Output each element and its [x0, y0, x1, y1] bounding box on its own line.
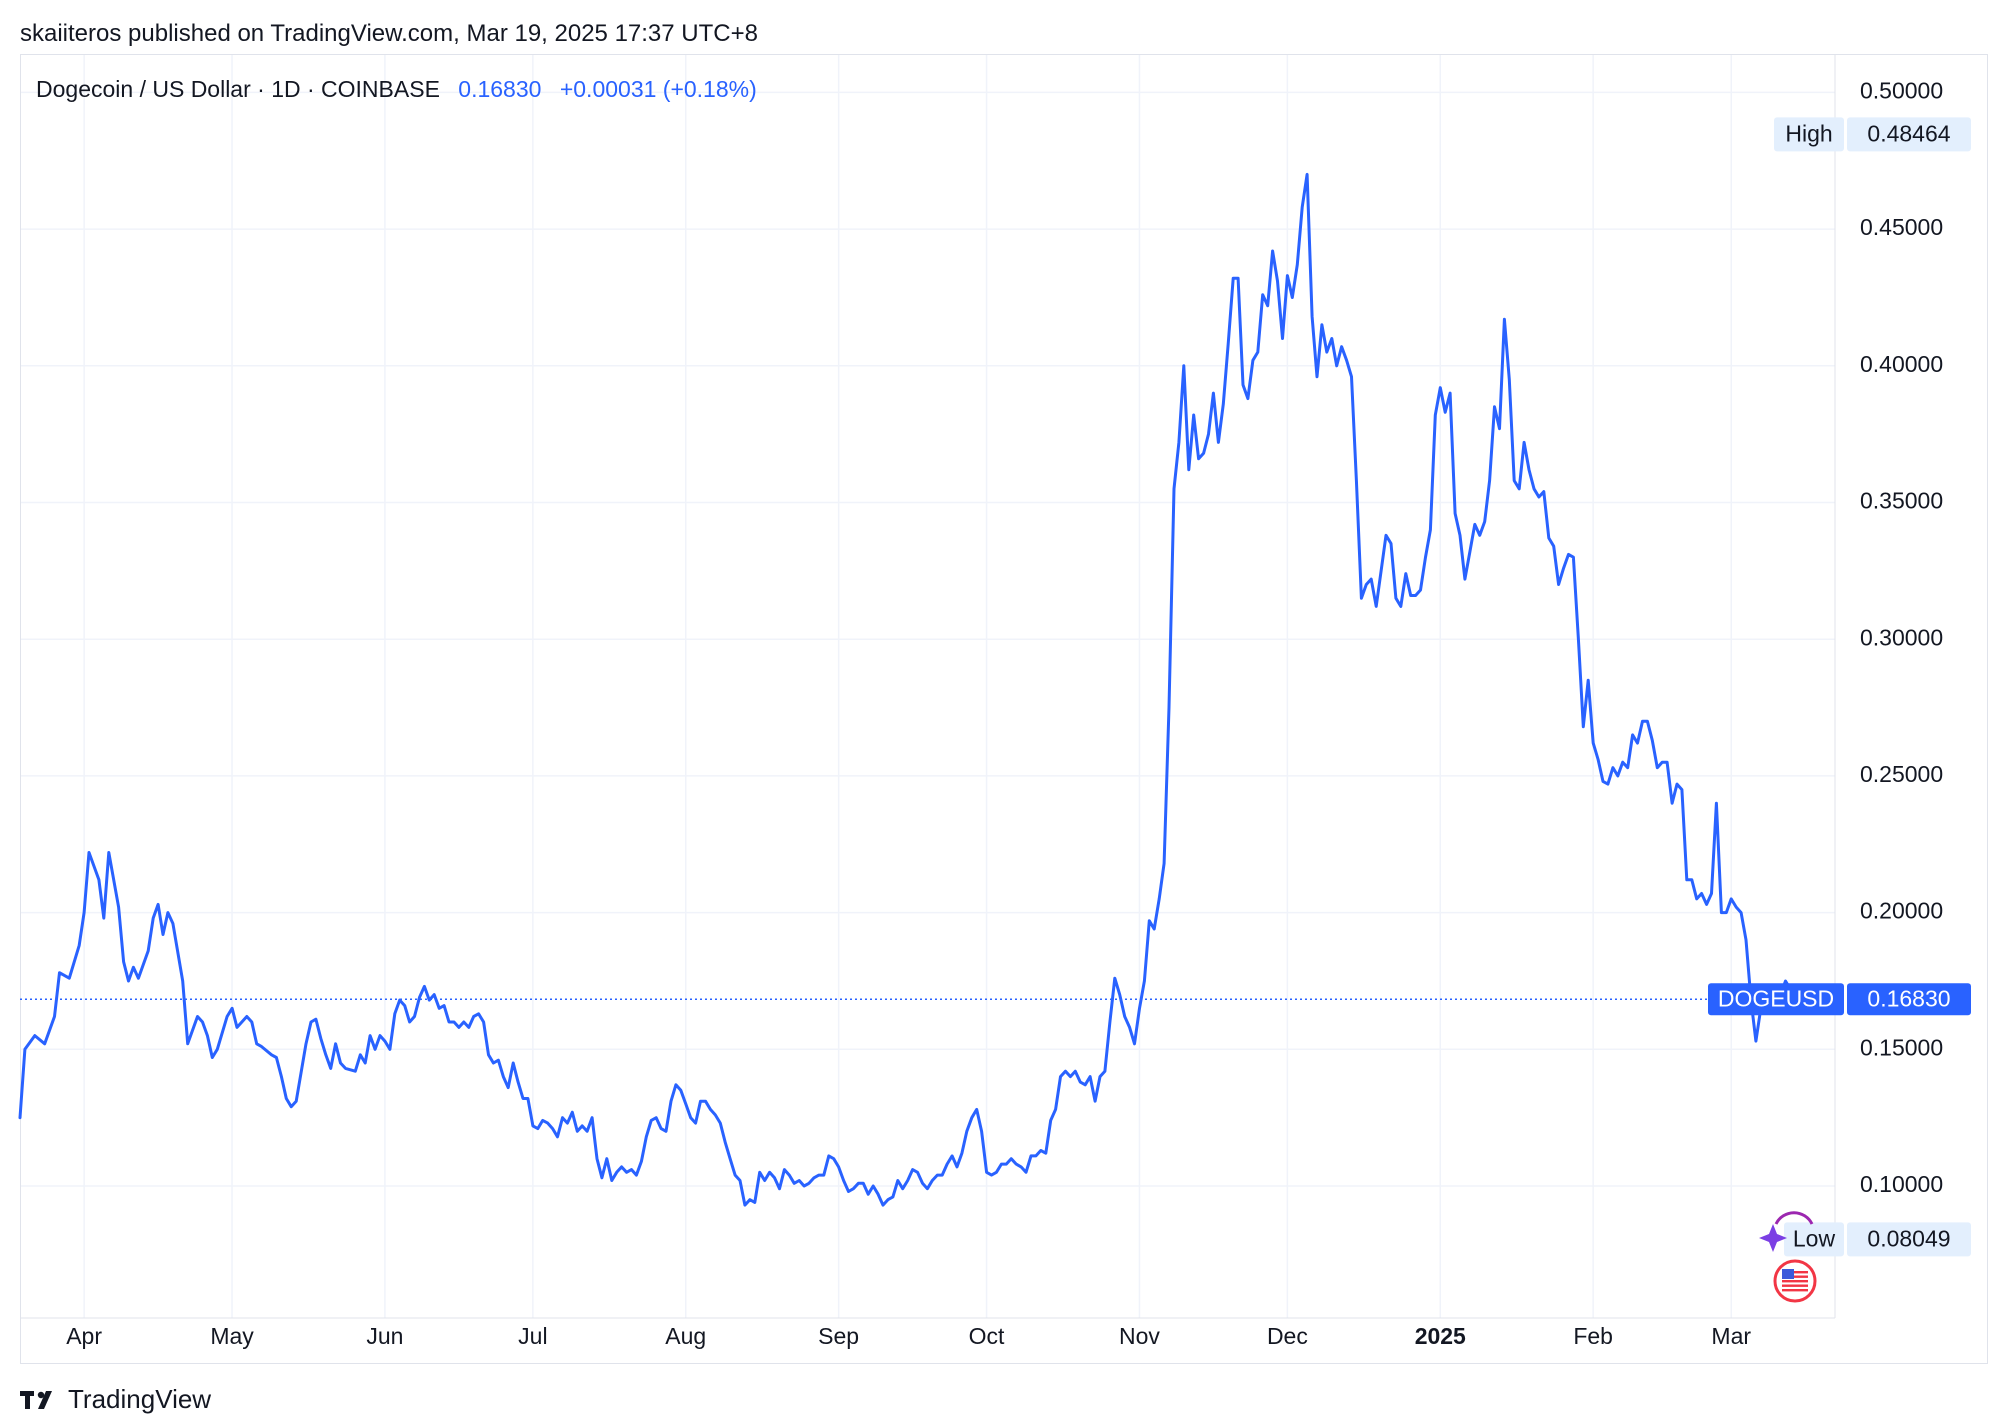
x-tick-label: Jun	[366, 1323, 403, 1349]
y-tick-label: 0.20000	[1860, 898, 1943, 924]
y-tick-label: 0.10000	[1860, 1171, 1943, 1197]
tradingview-logo-icon	[20, 1390, 52, 1409]
high-value: 0.48464	[1867, 120, 1950, 146]
y-tick-label: 0.45000	[1860, 214, 1943, 240]
flag-canton	[1782, 1269, 1794, 1279]
published-line: skaiiteros published on TradingView.com,…	[20, 20, 758, 47]
series-name-label: DOGEUSD	[1718, 985, 1834, 1011]
symbol-legend: Dogecoin / US Dollar · 1D · COINBASE 0.1…	[36, 76, 757, 103]
x-tick-label: Nov	[1119, 1323, 1160, 1349]
last-price-badge	[1847, 983, 1971, 1016]
chart-frame	[20, 54, 1988, 1364]
x-tick-label: 2025	[1415, 1323, 1466, 1349]
x-tick-label: May	[210, 1323, 254, 1349]
low-value-badge	[1847, 1222, 1971, 1257]
flag-stripe	[1782, 1271, 1808, 1274]
x-tick-label: Sep	[818, 1323, 859, 1349]
price-change: +0.00031 (+0.18%)	[559, 76, 757, 102]
flag-stripe	[1782, 1280, 1808, 1283]
footer-logo[interactable]: TradingView	[20, 1384, 211, 1415]
flag-stripe	[1782, 1284, 1808, 1287]
sparkle-icon[interactable]	[1759, 1224, 1787, 1252]
y-tick-label: 0.25000	[1860, 761, 1943, 787]
series-name-badge	[1708, 983, 1844, 1016]
flag-stripe	[1782, 1289, 1808, 1292]
x-tick-label: Jul	[518, 1323, 547, 1349]
high-badge	[1774, 117, 1844, 152]
footer-brand: TradingView	[68, 1384, 212, 1414]
high-value-badge	[1847, 117, 1971, 152]
last-price: 0.16830	[458, 76, 542, 102]
y-tick-label: 0.30000	[1860, 624, 1943, 650]
x-tick-label: Apr	[66, 1323, 102, 1349]
last-price-axis-label: 0.16830	[1867, 985, 1950, 1011]
x-tick-label: Aug	[665, 1323, 706, 1349]
x-tick-label: Mar	[1711, 1323, 1751, 1349]
x-tick-label: Oct	[969, 1323, 1005, 1349]
x-tick-label: Dec	[1267, 1323, 1308, 1349]
low-label: Low	[1793, 1225, 1836, 1251]
y-tick-label: 0.15000	[1860, 1034, 1943, 1060]
y-tick-label: 0.40000	[1860, 351, 1943, 377]
y-tick-label: 0.35000	[1860, 488, 1943, 514]
high-label: High	[1785, 120, 1832, 146]
symbol-name: Dogecoin / US Dollar · 1D · COINBASE	[36, 76, 440, 102]
low-value: 0.08049	[1867, 1225, 1950, 1251]
price-series-line[interactable]	[18, 172, 1797, 1207]
low-badge	[1784, 1222, 1844, 1257]
event-arc-icon	[1774, 1211, 1814, 1225]
y-tick-label: 0.50000	[1860, 77, 1943, 103]
flag-stripe	[1782, 1275, 1808, 1278]
x-tick-label: Feb	[1573, 1323, 1613, 1349]
